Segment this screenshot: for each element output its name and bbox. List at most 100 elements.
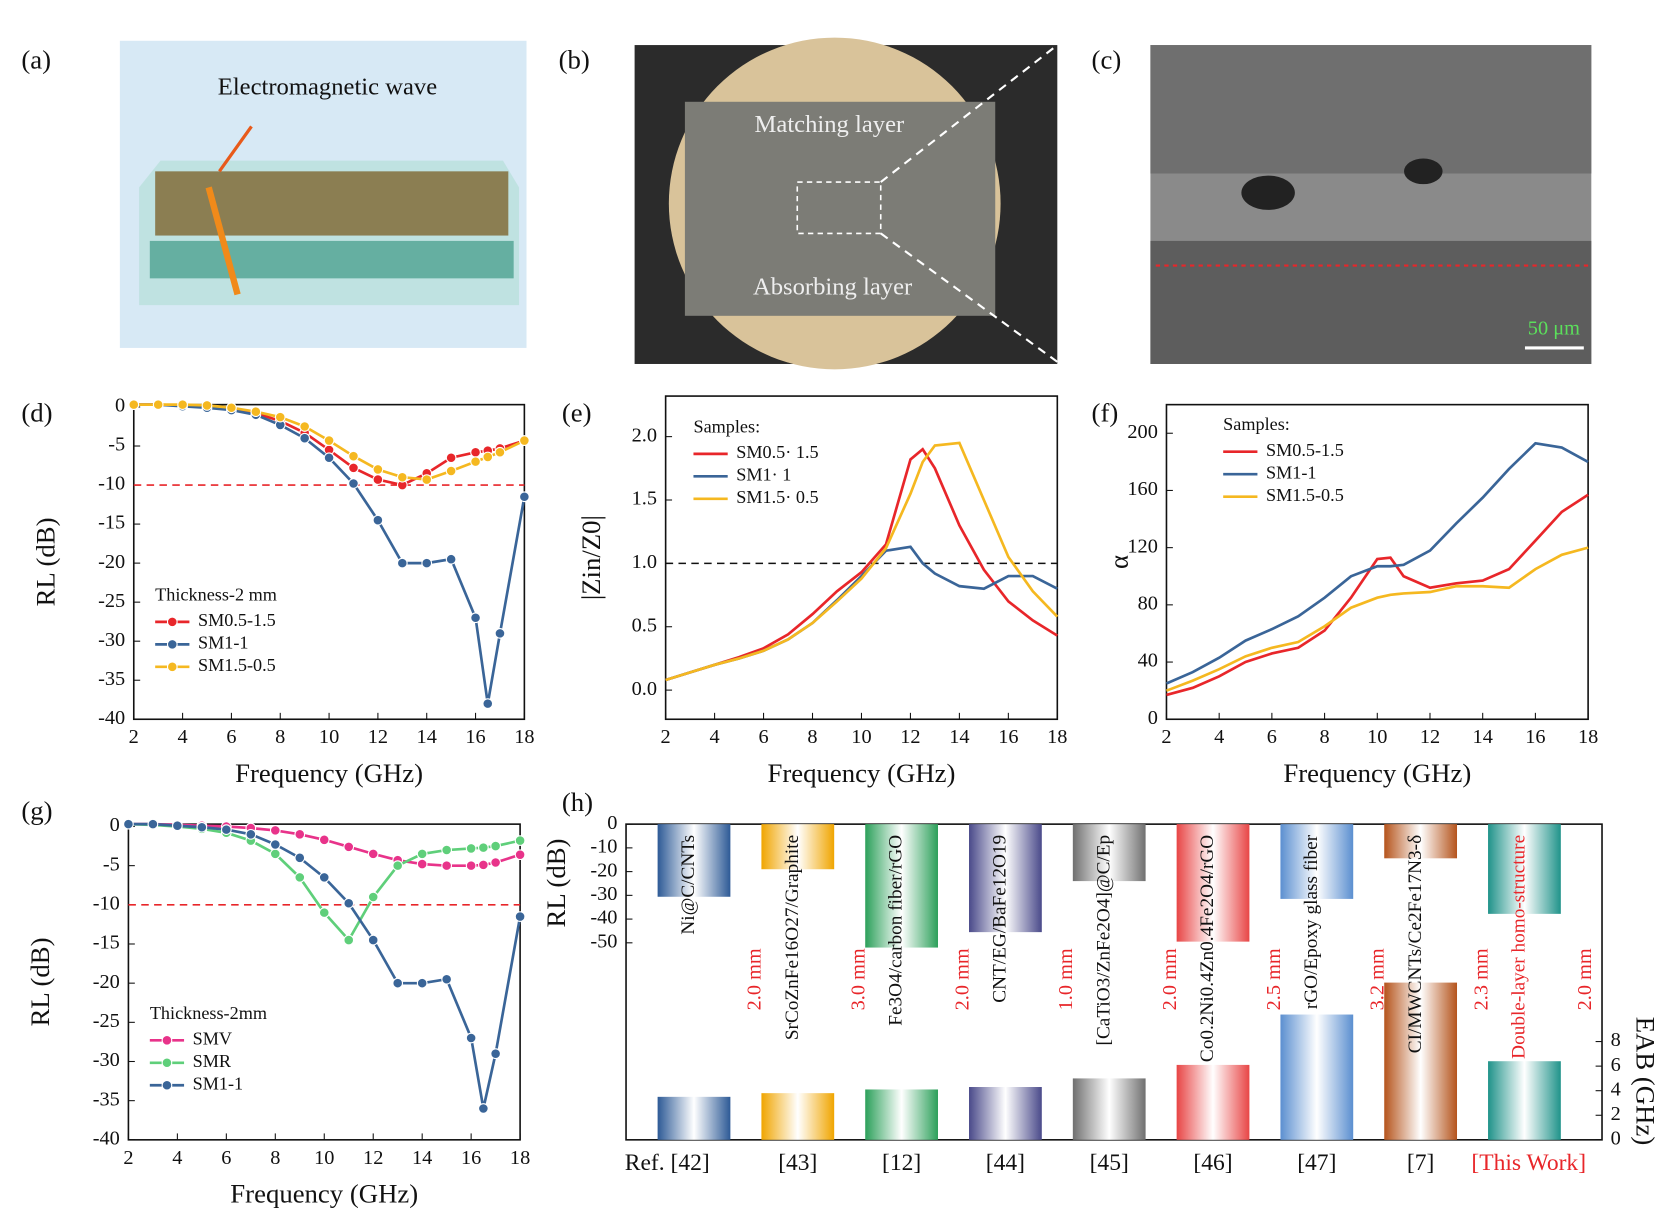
marker bbox=[441, 973, 453, 985]
y-axis-label: α bbox=[1104, 555, 1134, 569]
marker bbox=[396, 471, 408, 483]
legend-label: SM0.5· 1.5 bbox=[736, 442, 818, 462]
x-tick-label: 16 bbox=[1525, 726, 1545, 748]
marker bbox=[445, 553, 457, 565]
y-tick-label: 0.0 bbox=[632, 678, 657, 700]
material-label: rGO/Epoxy glass fiber bbox=[1301, 834, 1322, 1009]
y-tick-label: 0.5 bbox=[632, 614, 657, 636]
plot-frame bbox=[664, 395, 1059, 721]
material-label: SrCoZnFe16O27/Graphite bbox=[782, 835, 803, 1040]
thickness-label: 2.0 mm bbox=[744, 948, 766, 1010]
series-line bbox=[665, 447, 1059, 682]
x-tick-label: 18 bbox=[514, 726, 534, 748]
scale-text: 50 μm bbox=[1528, 317, 1580, 339]
rl-bar bbox=[865, 824, 938, 948]
x-tick-label: [43] bbox=[778, 1150, 817, 1176]
y-tick-label: 0 bbox=[110, 814, 120, 836]
rl-bar bbox=[1072, 824, 1146, 882]
x-tick-label: 14 bbox=[949, 726, 969, 748]
x-tick-label: 12 bbox=[363, 1147, 383, 1169]
legend-marker bbox=[161, 1057, 173, 1069]
legend-label: SMR bbox=[193, 1051, 232, 1071]
material-label: CI/MWCNTs/Ce2Fe17N3-δ bbox=[1405, 835, 1426, 1053]
eab-bar bbox=[1384, 982, 1458, 1140]
material-label: Double-layer homo-structure bbox=[1509, 835, 1530, 1059]
marker bbox=[245, 828, 257, 840]
x-tick-label: 2 bbox=[123, 1147, 133, 1169]
thickness-label: 3.2 mm bbox=[1367, 948, 1389, 1010]
legend-label: SM0.5-1.5 bbox=[198, 610, 276, 630]
image-region bbox=[1150, 45, 1592, 174]
x-tick-label: 8 bbox=[807, 726, 817, 748]
x-tick-label: 8 bbox=[1319, 726, 1329, 748]
material-label: CNT/EG/BaFe12O19 bbox=[990, 835, 1011, 1003]
eab-bar bbox=[657, 1096, 731, 1140]
marker bbox=[465, 843, 477, 854]
y-tick-label: -20 bbox=[93, 971, 120, 993]
x-tick-label: Ref. [42] bbox=[625, 1150, 710, 1176]
legend-label: SMV bbox=[193, 1028, 232, 1048]
thickness-label: 2.0 mm bbox=[1159, 948, 1181, 1010]
legend-marker bbox=[166, 661, 178, 673]
x-tick-label: 12 bbox=[368, 726, 388, 748]
rl-bar bbox=[761, 824, 835, 870]
y-tick-label: -10 bbox=[98, 473, 125, 495]
marker bbox=[226, 402, 237, 414]
legend-marker bbox=[166, 616, 178, 628]
marker bbox=[514, 849, 526, 861]
thickness-label: 3.0 mm bbox=[848, 948, 870, 1010]
marker bbox=[490, 1048, 501, 1060]
marker bbox=[294, 852, 306, 864]
marker bbox=[421, 557, 433, 569]
panel-a-image: Electromagnetic wave bbox=[119, 40, 527, 348]
x-tick-label: 16 bbox=[465, 726, 485, 748]
marker bbox=[482, 698, 494, 709]
wave-arrow bbox=[205, 186, 241, 296]
material-label: [CaTiO3/ZnFe2O4]@C/Ep bbox=[1093, 835, 1114, 1046]
thickness-label: 1.0 mm bbox=[1055, 948, 1077, 1010]
marker bbox=[318, 834, 330, 846]
legend-label: SM1.5-0.5 bbox=[1266, 485, 1344, 505]
x-tick-label: 12 bbox=[1420, 726, 1440, 748]
y-axis-label: |Zin/Z0| bbox=[576, 515, 606, 600]
x-tick-label: 4 bbox=[710, 726, 720, 748]
matching-layer bbox=[155, 171, 509, 236]
marker bbox=[348, 462, 359, 474]
marker bbox=[196, 821, 208, 833]
marker bbox=[478, 842, 489, 853]
eab-bar bbox=[1280, 1014, 1354, 1140]
marker bbox=[318, 872, 330, 883]
y-tick-label: -15 bbox=[98, 512, 125, 534]
marker bbox=[465, 1032, 477, 1044]
y2-tick-label: 8 bbox=[1611, 1029, 1621, 1051]
marker bbox=[201, 400, 213, 411]
zoom-line bbox=[880, 232, 1058, 363]
x-tick-label: 4 bbox=[172, 1147, 182, 1169]
image-region bbox=[1150, 240, 1592, 364]
material-label: Ni@C/CNTs bbox=[678, 835, 699, 935]
marker bbox=[269, 848, 281, 860]
x-tick-label: 8 bbox=[270, 1147, 280, 1169]
marker bbox=[299, 432, 311, 444]
y-tick-label: -25 bbox=[98, 590, 125, 612]
x-tick-label: 14 bbox=[1473, 726, 1493, 748]
y-tick-label: -10 bbox=[93, 892, 120, 914]
rl-bar bbox=[1280, 824, 1354, 899]
marker bbox=[343, 934, 355, 946]
y-tick-label: -25 bbox=[93, 1010, 120, 1032]
marker bbox=[392, 860, 404, 872]
x-tick-label: 14 bbox=[417, 726, 437, 748]
x-tick-label: 6 bbox=[226, 726, 236, 748]
rl-bar bbox=[1488, 824, 1561, 914]
image-text: Electromagnetic wave bbox=[218, 74, 437, 101]
marker bbox=[128, 399, 140, 410]
legend-label: SM1.5-0.5 bbox=[198, 655, 276, 675]
panel-label: (h) bbox=[562, 787, 593, 817]
thickness-label: 2.3 mm bbox=[1470, 948, 1492, 1010]
y2-tick-label: 2 bbox=[1611, 1103, 1621, 1125]
legend-title: Samples: bbox=[1223, 414, 1290, 434]
marker bbox=[323, 452, 335, 464]
x-tick-label: [44] bbox=[986, 1150, 1025, 1176]
y-tick-label: -40 bbox=[93, 1128, 120, 1150]
panel-label: (a) bbox=[21, 44, 51, 74]
